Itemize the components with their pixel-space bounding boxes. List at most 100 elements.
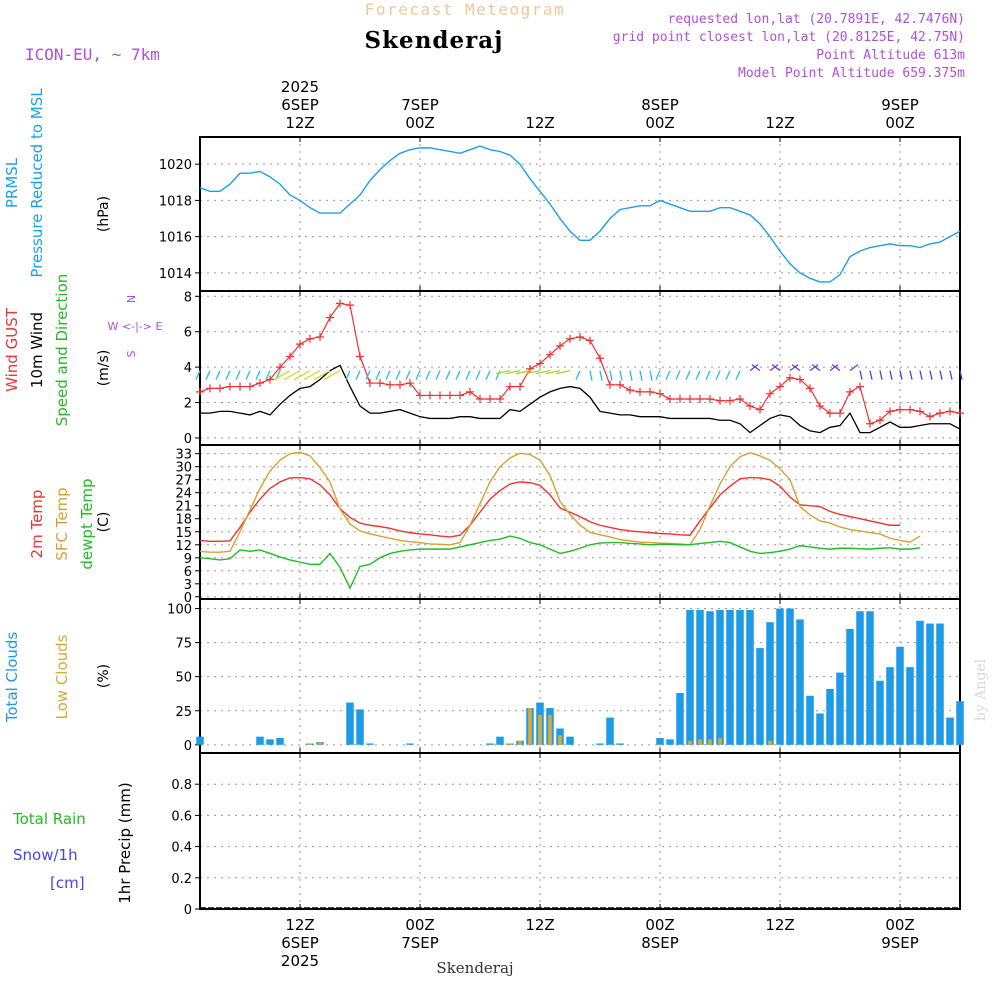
time-label-top: 9SEP [881, 96, 919, 114]
wind-direction-arrow [619, 370, 623, 381]
wind-gust-marker [836, 409, 844, 418]
low-cloud-bar [768, 740, 772, 745]
panel-frame [199, 444, 961, 600]
wind-direction-arrow [323, 370, 341, 381]
low-cloud-bar [528, 708, 532, 745]
wind-direction-arrow [609, 370, 613, 381]
wind-direction-arrow [849, 364, 859, 372]
total-cloud-bar [716, 609, 724, 745]
wind-gust-marker [386, 380, 394, 389]
wind-gust-marker [626, 386, 634, 395]
wind-direction-arrow [809, 364, 819, 372]
low-cloud-bar [318, 742, 322, 745]
y-tick-label: 15 [175, 526, 192, 541]
total-cloud-bar [816, 713, 824, 745]
wind-direction-arrow [555, 370, 571, 375]
product-title: Forecast Meteogram [365, 0, 565, 19]
wind-direction-arrow [425, 370, 431, 380]
wind-gust-line [199, 302, 961, 425]
total-cloud-bar [896, 646, 904, 745]
wind-gust-marker [676, 394, 684, 403]
low-cloud-bar [548, 714, 552, 745]
wind-direction-arrow [769, 364, 779, 372]
wind-gust-marker [506, 382, 514, 391]
wind-gust-marker [756, 405, 764, 414]
wind-direction-arrow [395, 370, 401, 380]
wind-direction-arrow [365, 370, 371, 380]
y-tick-label: 75 [175, 637, 192, 652]
total-cloud-bar [746, 609, 754, 745]
time-label-bottom: 00Z [645, 916, 674, 934]
wind-gust-marker [536, 359, 544, 368]
y-tick-label: 0.8 [171, 778, 192, 793]
y-tick-label: 6 [184, 326, 192, 341]
wind-direction-arrow [705, 370, 711, 380]
wind-gust-marker [346, 301, 354, 310]
wind-gust-marker [646, 387, 654, 396]
wind-gust-marker [436, 391, 444, 400]
wind-direction-arrow [475, 370, 481, 380]
total-cloud-bar [826, 688, 834, 745]
y-tick-label: 0 [184, 903, 192, 918]
wind-gust-marker [616, 380, 624, 389]
time-label-bottom: 9SEP [881, 934, 919, 952]
wind-direction-arrow [355, 370, 361, 380]
wind-gust-marker [596, 354, 604, 363]
wind-axis-title: 10m Wind [28, 312, 46, 388]
wind-direction-arrow [515, 370, 531, 375]
wind-gust-marker [666, 394, 674, 403]
wind-gust-marker [456, 391, 464, 400]
pressure-unit-label: (hPa) [96, 196, 112, 232]
wind-direction-arrow [949, 370, 953, 380]
time-label-top: 2025 [281, 78, 319, 96]
wind-unit-label: (m/s) [96, 350, 112, 387]
wind-direction-arrow [345, 370, 351, 380]
precip-total-rain-label: Total Rain [12, 810, 86, 828]
total-cloud-bar [276, 738, 284, 745]
wind-gust-marker [306, 334, 314, 343]
wind-gust-marker [866, 419, 874, 428]
total-cloud-bar [876, 680, 884, 745]
wind-gust-marker [486, 394, 494, 403]
y-tick-label: 18 [175, 513, 192, 528]
wind-direction-arrow [919, 370, 923, 380]
total-cloud-bar [726, 609, 734, 745]
footer-location: Skenderaj [436, 959, 513, 977]
wind-direction-arrow [215, 370, 221, 380]
wind-direction-arrow [789, 364, 799, 372]
total-cloud-bar [656, 738, 664, 745]
total-cloud-bar [736, 609, 744, 745]
low-cloud-bar [688, 740, 692, 745]
wind-gust-marker [586, 336, 594, 345]
total-cloud-bar [346, 702, 354, 745]
total-cloud-bar [916, 620, 924, 745]
total-cloud-bar [856, 611, 864, 745]
wind-direction-arrow [929, 370, 933, 380]
time-label-top: 00Z [405, 114, 434, 132]
wind-direction-arrow [735, 370, 741, 380]
pressure-panel: 1014 1016 1018 1020 (hPa) PRMSL Pressure Reduc… [3, 88, 961, 292]
wind-gust-marker [236, 382, 244, 391]
y-tick-label: 0 [184, 739, 192, 754]
wind-gust-marker [816, 402, 824, 411]
wind-gust-marker [406, 379, 414, 388]
temperature-unit-label: (C) [96, 512, 112, 533]
wind-direction-arrow [909, 370, 913, 380]
low-cloud-bar [518, 740, 522, 745]
clouds-axis-title: Low Clouds [53, 634, 71, 719]
time-label-bottom: 8SEP [641, 934, 679, 952]
wind-gust-marker [426, 391, 434, 400]
time-label-bottom: 12Z [285, 916, 314, 934]
low-cloud-bar [558, 735, 562, 745]
wind-gust-marker [546, 350, 554, 359]
wind-gust-marker [916, 407, 924, 416]
wind-direction-arrow [505, 370, 521, 375]
total-cloud-bar [846, 628, 854, 745]
total-cloud-bar [616, 743, 624, 745]
precip-panel: 0 0.2 0.4 0.6 0.8 1hr Precip (mm) Total Rain Sn… [12, 752, 961, 918]
wind-gust-marker [776, 382, 784, 391]
wind-direction-arrow [811, 364, 821, 372]
pressure-axis-title: Pressure Reduced to MSL [28, 88, 46, 278]
wind-gust-marker [886, 407, 894, 416]
